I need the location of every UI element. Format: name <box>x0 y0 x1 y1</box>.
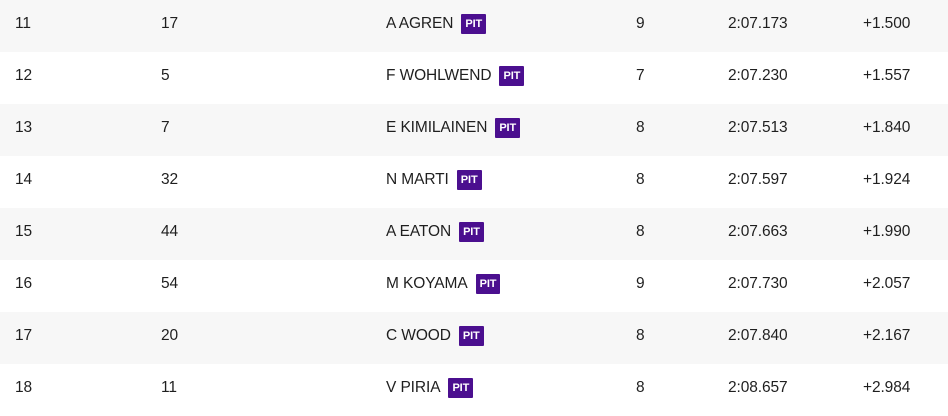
driver-name: E KIMILAINEN <box>386 119 488 136</box>
laps-cell: 9 <box>636 15 645 32</box>
driver-cell: A EATON PIT <box>386 208 484 256</box>
table-row: 15 44 A EATON PIT 8 2:07.663 +1.990 <box>0 208 948 260</box>
lap-time-cell: 2:07.840 <box>728 327 788 344</box>
pit-badge: PIT <box>448 378 474 398</box>
lap-time-cell: 2:07.597 <box>728 171 788 188</box>
driver-name: M KOYAMA <box>386 275 468 292</box>
driver-cell: N MARTI PIT <box>386 156 482 204</box>
position-cell: 14 <box>15 171 33 188</box>
laps-cell: 8 <box>636 119 645 136</box>
driver-name: F WOHLWEND <box>386 67 492 84</box>
table-row: 17 20 C WOOD PIT 8 2:07.840 +2.167 <box>0 312 948 364</box>
driver-cell: E KIMILAINEN PIT <box>386 104 521 152</box>
driver-name: V PIRIA <box>386 379 441 396</box>
pit-badge: PIT <box>499 66 525 86</box>
car-number-cell: 32 <box>161 171 179 188</box>
pit-badge: PIT <box>495 118 521 138</box>
table-row: 13 7 E KIMILAINEN PIT 8 2:07.513 +1.840 <box>0 104 948 156</box>
table-row: 11 17 A AGREN PIT 9 2:07.173 +1.500 <box>0 0 948 52</box>
table-row: 14 32 N MARTI PIT 8 2:07.597 +1.924 <box>0 156 948 208</box>
table-row: 16 54 M KOYAMA PIT 9 2:07.730 +2.057 <box>0 260 948 312</box>
driver-cell: M KOYAMA PIT <box>386 260 501 308</box>
table-row: 18 11 V PIRIA PIT 8 2:08.657 +2.984 <box>0 364 948 416</box>
laps-cell: 8 <box>636 379 645 396</box>
position-cell: 11 <box>15 15 31 32</box>
position-cell: 17 <box>15 327 33 344</box>
pit-badge: PIT <box>461 14 487 34</box>
gap-cell: +1.990 <box>863 223 911 240</box>
lap-time-cell: 2:08.657 <box>728 379 788 396</box>
position-cell: 12 <box>15 67 33 84</box>
car-number-cell: 11 <box>161 379 177 396</box>
gap-cell: +2.984 <box>863 379 911 396</box>
pit-badge: PIT <box>475 274 501 294</box>
laps-cell: 9 <box>636 275 645 292</box>
driver-name: N MARTI <box>386 171 449 188</box>
driver-cell: A AGREN PIT <box>386 0 487 48</box>
driver-name: A AGREN <box>386 15 454 32</box>
gap-cell: +1.924 <box>863 171 911 188</box>
gap-cell: +1.500 <box>863 15 911 32</box>
laps-cell: 8 <box>636 223 645 240</box>
pit-badge: PIT <box>458 326 484 346</box>
position-cell: 16 <box>15 275 33 292</box>
lap-time-cell: 2:07.730 <box>728 275 788 292</box>
gap-cell: +2.057 <box>863 275 911 292</box>
position-cell: 13 <box>15 119 33 136</box>
laps-cell: 7 <box>636 67 645 84</box>
laps-cell: 8 <box>636 327 645 344</box>
car-number-cell: 44 <box>161 223 179 240</box>
position-cell: 15 <box>15 223 33 240</box>
car-number-cell: 17 <box>161 15 179 32</box>
car-number-cell: 7 <box>161 119 170 136</box>
driver-name: A EATON <box>386 223 452 240</box>
car-number-cell: 54 <box>161 275 179 292</box>
pit-badge: PIT <box>459 222 484 242</box>
gap-cell: +1.557 <box>863 67 911 84</box>
laps-cell: 8 <box>636 171 645 188</box>
driver-cell: V PIRIA PIT <box>386 364 474 412</box>
car-number-cell: 20 <box>161 327 179 344</box>
driver-cell: C WOOD PIT <box>386 312 484 360</box>
lap-time-cell: 2:07.173 <box>728 15 788 32</box>
lap-time-cell: 2:07.513 <box>728 119 788 136</box>
pit-badge: PIT <box>456 170 482 190</box>
driver-cell: F WOHLWEND PIT <box>386 52 525 100</box>
lap-time-cell: 2:07.663 <box>728 223 788 240</box>
gap-cell: +1.840 <box>863 119 911 136</box>
gap-cell: +2.167 <box>863 327 911 344</box>
lap-time-cell: 2:07.230 <box>728 67 788 84</box>
driver-name: C WOOD <box>386 327 451 344</box>
position-cell: 18 <box>15 379 33 396</box>
car-number-cell: 5 <box>161 67 170 84</box>
table-row: 12 5 F WOHLWEND PIT 7 2:07.230 +1.557 <box>0 52 948 104</box>
